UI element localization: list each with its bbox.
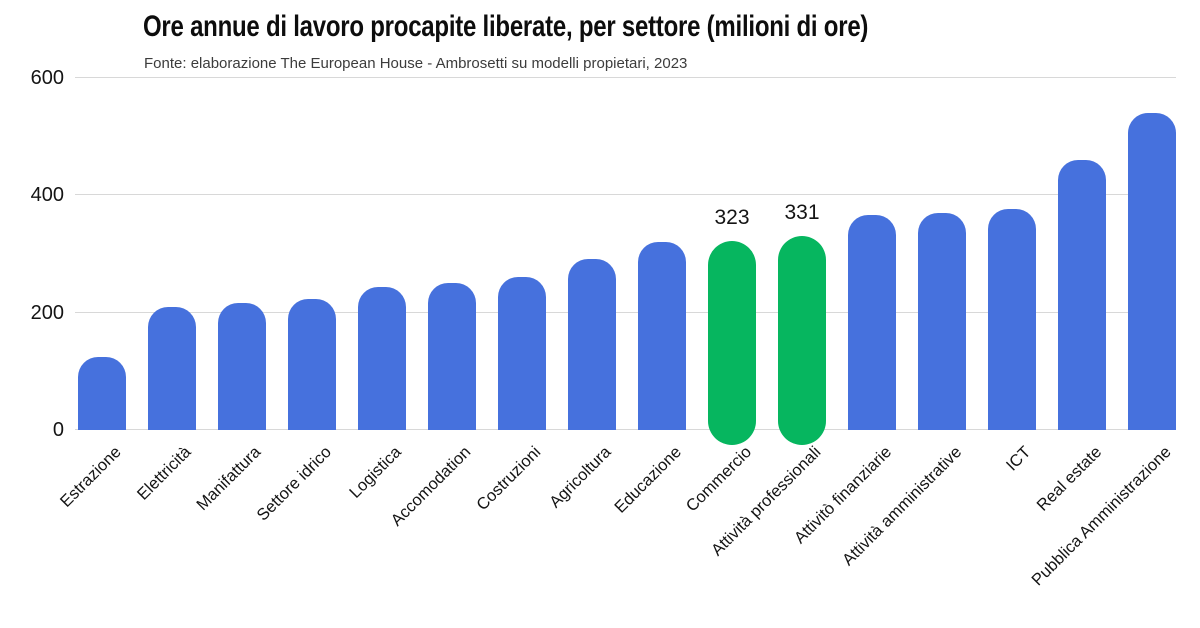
- x-tick-label-manifattura: Manifattura: [193, 443, 265, 515]
- bar-slot-ict: ICT: [977, 78, 1047, 475]
- x-tick-label-costruzioni: Costruzioni: [473, 443, 545, 515]
- bar-settore-idrico: [288, 298, 336, 430]
- x-tick-label-agricoltura: Agricoltura: [546, 443, 615, 512]
- bar-slot-elettricita: Elettricità: [134, 78, 207, 504]
- chart-source-subtitle: Fonte: elaborazione The European House -…: [144, 55, 688, 72]
- bar-agricoltura: [568, 258, 616, 430]
- bar-slot-settore-idrico: Settore idrico: [253, 78, 347, 524]
- x-tick-label-commercio: Commercio: [682, 443, 755, 516]
- bar-logistica: [358, 287, 406, 430]
- y-tick-label-0: 0: [52, 419, 64, 441]
- x-tick-label-logistica: Logistica: [345, 443, 405, 502]
- plot-area: Estrazione Elettricità Manifattura Settore …: [57, 77, 1176, 589]
- bar-slot-attivita-professionali: 331 Attività professionali: [708, 78, 837, 559]
- bar-slot-real-estate: Real estate: [1033, 78, 1117, 515]
- bar-estrazione: [78, 356, 126, 430]
- x-tick-label-educazione: Educazione: [611, 443, 685, 517]
- data-label-attivita-professionali: 331: [784, 200, 820, 224]
- x-tick-label-real-estate: Real estate: [1032, 443, 1105, 515]
- bar-attivito-finanziarie: [848, 214, 896, 430]
- bar-manifattura: [218, 303, 266, 430]
- bar-slot-estrazione: Estrazione: [57, 78, 137, 511]
- x-tick-label-pubblica-amministrazione: Pubblica Amministrazione: [1028, 443, 1175, 590]
- y-tick-label-200: 200: [30, 301, 64, 324]
- bar-slot-educazione: Educazione: [611, 78, 697, 517]
- bar-costruzioni: [498, 277, 546, 430]
- data-label-commercio: 323: [714, 205, 750, 229]
- x-tick-label-estrazione: Estrazione: [56, 443, 125, 511]
- bar-attivita-professionali: [778, 235, 826, 445]
- bar-slot-attivito-finanziarie: Attivitò finanziarie: [791, 78, 907, 547]
- bar-slot-attivita-amministrative: Attività amministrative: [839, 78, 977, 569]
- bar-slot-manifattura: Manifattura: [194, 78, 277, 514]
- x-tick-label-attivita-amministrative: Attività amministrative: [838, 443, 965, 570]
- gridline-400: [75, 194, 1176, 196]
- y-tick-label-600: 600: [30, 67, 64, 89]
- bar-slot-pubblica-amministrazione: Pubblica Amministrazione: [1028, 78, 1187, 589]
- bar-slot-commercio: 323 Commercio: [682, 78, 767, 515]
- bar-commercio: [708, 240, 756, 445]
- bar-educazione: [638, 242, 686, 430]
- bar-pubblica-amministrazione: [1128, 113, 1176, 430]
- x-tick-label-elettricita: Elettricità: [134, 443, 195, 504]
- gridline-200: [75, 311, 1176, 313]
- gridline-600: [75, 77, 1176, 78]
- x-tick-label-settore-idrico: Settore idrico: [253, 443, 335, 525]
- bar-real-estate: [1058, 160, 1106, 430]
- y-tick-label-400: 400: [30, 184, 64, 207]
- bar-slot-costruzioni: Costruzioni: [474, 78, 557, 514]
- bar-ict: [988, 208, 1036, 430]
- bar-slot-accomodation: Accomodation: [388, 78, 487, 530]
- x-tick-label-ict: ICT: [1003, 443, 1035, 475]
- gridline-0: [75, 429, 1176, 430]
- bar-attivita-amministrative: [918, 212, 966, 430]
- bar-elettricita: [148, 306, 196, 430]
- chart-title: Ore annue di lavoro procapite liberate, …: [143, 10, 869, 43]
- bar-slot-agricoltura: Agricoltura: [546, 78, 627, 512]
- bar-slot-logistica: Logistica: [346, 78, 417, 502]
- bar-accomodation: [428, 283, 476, 430]
